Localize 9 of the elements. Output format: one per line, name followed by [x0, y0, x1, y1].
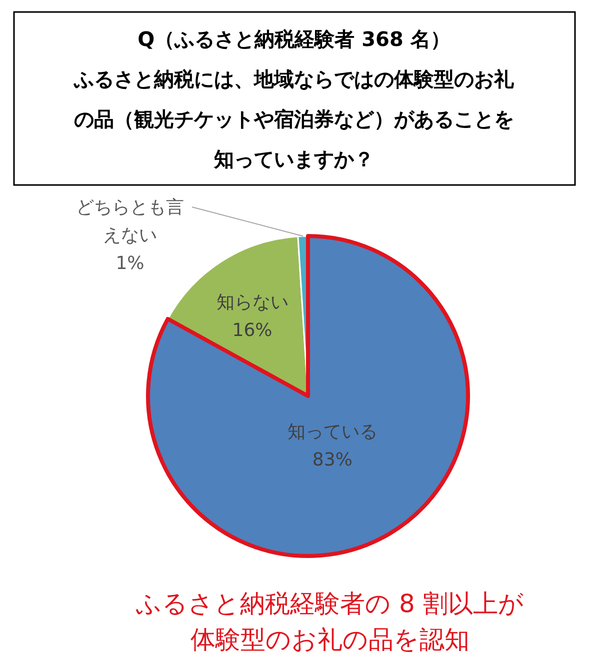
data-label: 83%	[312, 449, 352, 470]
slice-label: 知っている	[287, 421, 378, 442]
data-label: 16%	[232, 320, 272, 342]
data-label: 1%	[116, 253, 144, 274]
slice-label: どちらとも言えない	[76, 197, 184, 246]
chart-title: Q（ふるさと納税経験者 368 名）	[138, 27, 450, 51]
slice-label: 知らない	[216, 292, 288, 314]
text: ふるさと納税経験者の 8 割以上が体験型のお礼の品を認知	[135, 589, 524, 654]
chart-subtitle: ふるさと納税には、地域ならではの体験型のお礼の品（観光チケットや宿泊券など）があることを知っていますか？	[73, 67, 515, 171]
